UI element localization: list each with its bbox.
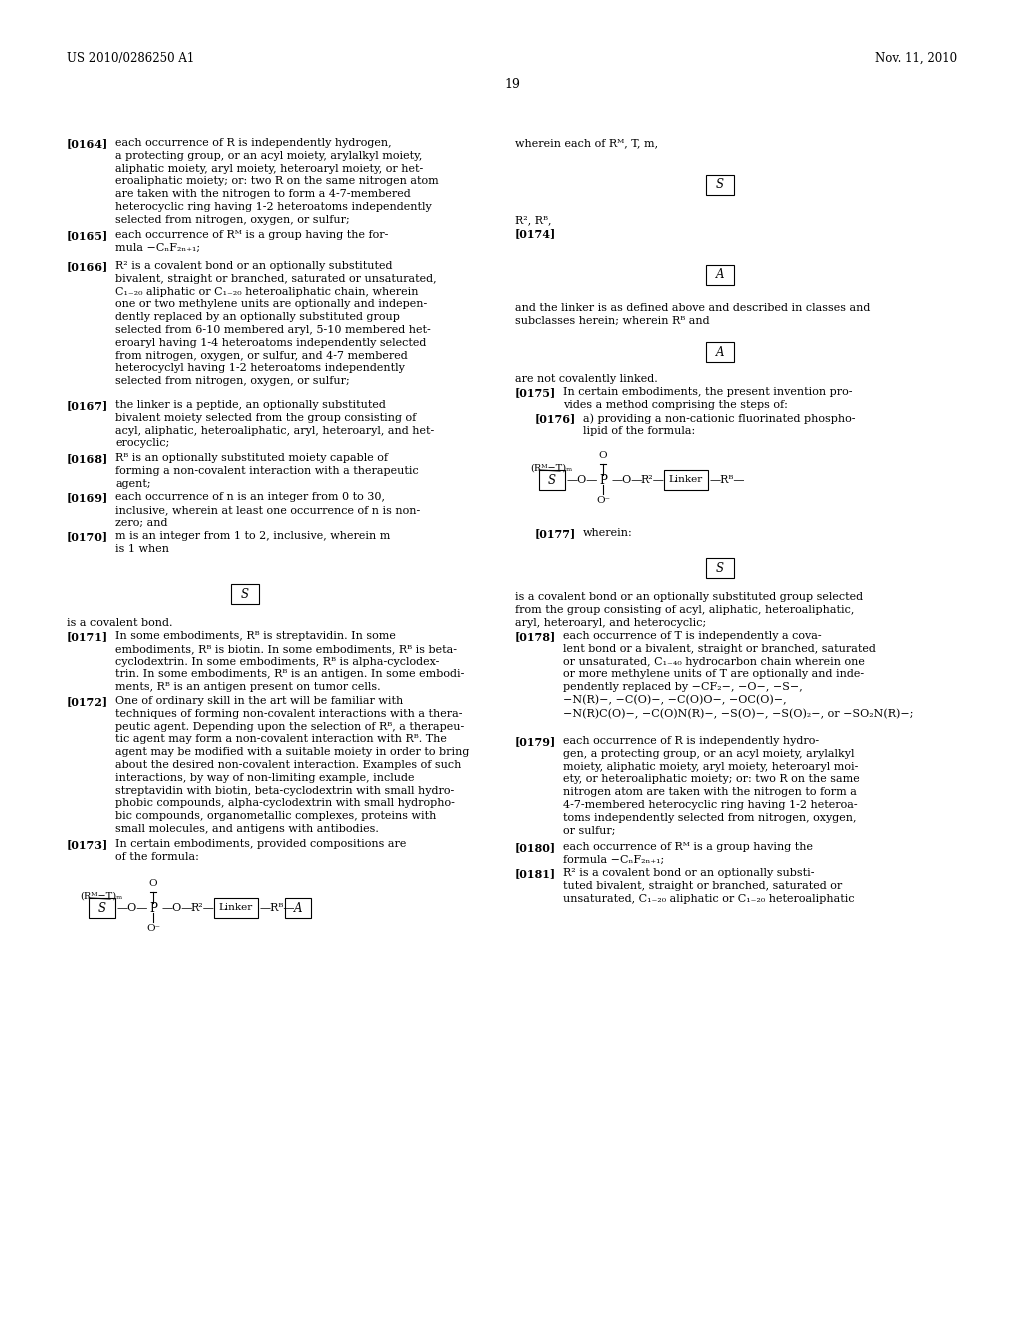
Text: R²—: R²— bbox=[640, 475, 664, 484]
FancyBboxPatch shape bbox=[231, 583, 259, 605]
Text: [0178]: [0178] bbox=[515, 631, 556, 642]
Text: A: A bbox=[294, 902, 302, 915]
Text: [0180]: [0180] bbox=[515, 842, 556, 853]
Text: Linker: Linker bbox=[669, 475, 703, 484]
Text: [0177]: [0177] bbox=[535, 528, 577, 539]
FancyBboxPatch shape bbox=[706, 342, 734, 362]
Text: O: O bbox=[148, 879, 158, 888]
Text: (Rᴹ−T)ₘ: (Rᴹ−T)ₘ bbox=[80, 892, 122, 902]
FancyBboxPatch shape bbox=[706, 176, 734, 195]
Text: —Rᴮ—: —Rᴮ— bbox=[710, 475, 745, 484]
Text: R²—: R²— bbox=[190, 903, 214, 913]
Text: wherein each of Rᴹ, T, m,: wherein each of Rᴹ, T, m, bbox=[515, 139, 658, 148]
Text: [0176]: [0176] bbox=[535, 413, 577, 424]
Text: A: A bbox=[716, 346, 724, 359]
Text: the linker is a peptide, an optionally substituted
bivalent moiety selected from: the linker is a peptide, an optionally s… bbox=[115, 400, 434, 449]
Text: —O—: —O— bbox=[612, 475, 643, 484]
Text: Nov. 11, 2010: Nov. 11, 2010 bbox=[874, 51, 957, 65]
Text: [0169]: [0169] bbox=[67, 492, 109, 503]
Text: [0167]: [0167] bbox=[67, 400, 109, 411]
Text: each occurrence of R is independently hydro-
gen, a protecting group, or an acyl: each occurrence of R is independently hy… bbox=[563, 737, 860, 836]
FancyBboxPatch shape bbox=[214, 898, 258, 917]
Text: S: S bbox=[241, 587, 249, 601]
Text: and the linker is as defined above and described in classes and
subclasses herei: and the linker is as defined above and d… bbox=[515, 304, 870, 326]
Text: [0174]: [0174] bbox=[515, 228, 556, 239]
Text: O⁻: O⁻ bbox=[146, 924, 160, 933]
FancyBboxPatch shape bbox=[664, 470, 708, 490]
Text: is a covalent bond.: is a covalent bond. bbox=[67, 618, 172, 628]
Text: each occurrence of R is independently hydrogen,
a protecting group, or an acyl m: each occurrence of R is independently hy… bbox=[115, 139, 438, 224]
Text: (Rᴹ−T)ₘ: (Rᴹ−T)ₘ bbox=[530, 465, 572, 473]
Text: In certain embodiments, the present invention pro-
vides a method comprising the: In certain embodiments, the present inve… bbox=[563, 387, 853, 409]
Text: One of ordinary skill in the art will be familiar with
techniques of forming non: One of ordinary skill in the art will be… bbox=[115, 696, 469, 834]
Text: [0179]: [0179] bbox=[515, 737, 556, 747]
Text: —O—: —O— bbox=[567, 475, 598, 484]
Text: [0165]: [0165] bbox=[67, 230, 109, 242]
Text: —O—: —O— bbox=[162, 903, 194, 913]
Text: wherein:: wherein: bbox=[583, 528, 633, 539]
Text: [0173]: [0173] bbox=[67, 840, 109, 850]
Text: [0172]: [0172] bbox=[67, 696, 109, 708]
Text: S: S bbox=[98, 902, 106, 915]
Text: m is an integer from 1 to 2, inclusive, wherein m
is 1 when: m is an integer from 1 to 2, inclusive, … bbox=[115, 531, 390, 554]
Text: [0175]: [0175] bbox=[515, 387, 556, 399]
FancyBboxPatch shape bbox=[706, 558, 734, 578]
Text: —Rᴮ—: —Rᴮ— bbox=[260, 903, 296, 913]
Text: R² is a covalent bond or an optionally substituted
bivalent, straight or branche: R² is a covalent bond or an optionally s… bbox=[115, 261, 436, 387]
FancyBboxPatch shape bbox=[706, 265, 734, 285]
Text: each occurrence of Rᴹ is a group having the for-
mula −CₙF₂ₙ₊₁;: each occurrence of Rᴹ is a group having … bbox=[115, 230, 388, 253]
Text: [0170]: [0170] bbox=[67, 531, 109, 543]
Text: P: P bbox=[599, 474, 607, 487]
Text: are not covalently linked.: are not covalently linked. bbox=[515, 374, 657, 384]
Text: [0164]: [0164] bbox=[67, 139, 109, 149]
Text: is a covalent bond or an optionally substituted group selected
from the group co: is a covalent bond or an optionally subs… bbox=[515, 591, 863, 627]
Text: [0166]: [0166] bbox=[67, 261, 109, 272]
Text: S: S bbox=[716, 178, 724, 191]
Text: US 2010/0286250 A1: US 2010/0286250 A1 bbox=[67, 51, 195, 65]
Text: each occurrence of T is independently a cova-
lent bond or a bivalent, straight : each occurrence of T is independently a … bbox=[563, 631, 913, 718]
Text: O⁻: O⁻ bbox=[596, 496, 610, 506]
Text: In some embodiments, Rᴮ is streptavidin. In some
embodiments, Rᴮ is biotin. In s: In some embodiments, Rᴮ is streptavidin.… bbox=[115, 631, 464, 692]
Text: A: A bbox=[716, 268, 724, 281]
Text: P: P bbox=[150, 902, 157, 915]
Text: a) providing a non-cationic fluorinated phospho-
lipid of the formula:: a) providing a non-cationic fluorinated … bbox=[583, 413, 855, 437]
Text: 19: 19 bbox=[504, 78, 520, 91]
Text: [0168]: [0168] bbox=[67, 453, 109, 465]
Text: each occurrence of n is an integer from 0 to 30,
inclusive, wherein at least one: each occurrence of n is an integer from … bbox=[115, 492, 420, 528]
FancyBboxPatch shape bbox=[285, 898, 311, 917]
Text: [0181]: [0181] bbox=[515, 869, 556, 879]
Text: each occurrence of Rᴹ is a group having the
formula −CₙF₂ₙ₊₁;: each occurrence of Rᴹ is a group having … bbox=[563, 842, 813, 865]
Text: R², Rᴮ,: R², Rᴮ, bbox=[515, 215, 552, 224]
FancyBboxPatch shape bbox=[539, 470, 565, 490]
FancyBboxPatch shape bbox=[89, 898, 115, 917]
Text: [0171]: [0171] bbox=[67, 631, 109, 642]
Text: —O—: —O— bbox=[117, 903, 148, 913]
Text: Linker: Linker bbox=[219, 903, 253, 912]
Text: In certain embodiments, provided compositions are
of the formula:: In certain embodiments, provided composi… bbox=[115, 840, 407, 862]
Text: S: S bbox=[716, 561, 724, 574]
Text: S: S bbox=[548, 474, 556, 487]
Text: Rᴮ is an optionally substituted moiety capable of
forming a non-covalent interac: Rᴮ is an optionally substituted moiety c… bbox=[115, 453, 419, 488]
Text: R² is a covalent bond or an optionally substi-
tuted bivalent, straight or branc: R² is a covalent bond or an optionally s… bbox=[563, 869, 855, 904]
Text: O: O bbox=[599, 451, 607, 459]
